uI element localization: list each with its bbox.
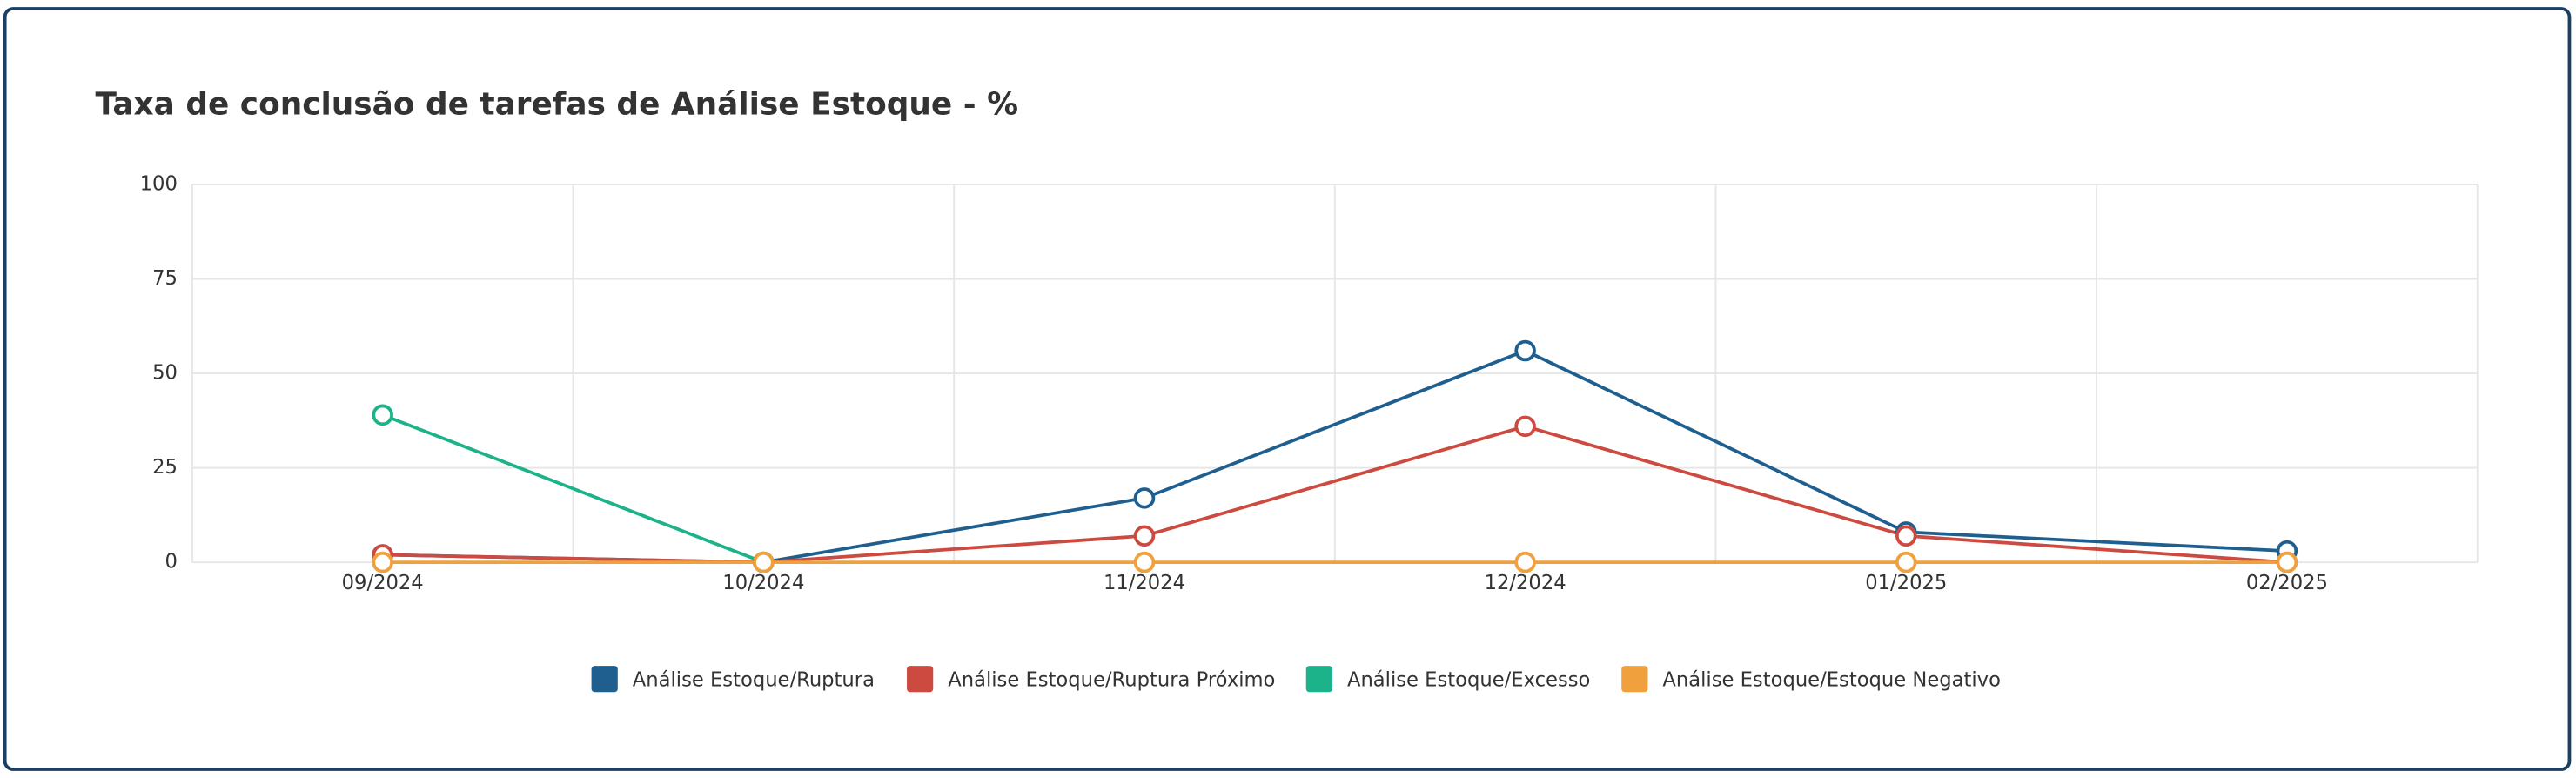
y-tick-label: 25 — [152, 456, 178, 479]
data-point — [372, 551, 393, 573]
legend-swatch — [1621, 666, 1648, 693]
data-point — [1133, 551, 1156, 573]
legend-swatch — [907, 666, 934, 693]
x-tick-label: 11/2024 — [1104, 572, 1185, 594]
y-tick-label: 50 — [152, 362, 178, 385]
legend-swatch — [1305, 666, 1332, 693]
data-point — [1895, 525, 1917, 547]
x-tick-label: 01/2025 — [1865, 572, 1947, 594]
data-point — [1133, 487, 1156, 509]
series-line — [382, 413, 765, 564]
frame — [3, 7, 2572, 771]
data-point — [2276, 551, 2298, 573]
data-point — [1514, 339, 1536, 362]
chart-title: Taxa de conclusão de tarefas de Análise … — [95, 86, 1018, 122]
x-tick-label: 02/2025 — [2246, 572, 2328, 594]
y-tick-label: 100 — [140, 172, 178, 195]
legend-swatch — [591, 666, 618, 693]
legend-label: Análise Estoque/Ruptura Próximo — [948, 669, 1275, 692]
x-tick-label: 12/2024 — [1485, 572, 1566, 594]
data-point — [1514, 551, 1536, 573]
data-point — [1895, 551, 1917, 573]
data-point — [372, 404, 393, 426]
y-tick-label: 75 — [152, 267, 178, 290]
data-point — [1514, 415, 1536, 438]
data-point — [1133, 525, 1156, 547]
legend-label: Análise Estoque/Ruptura — [633, 669, 875, 692]
legend-label: Análise Estoque/Excesso — [1347, 669, 1590, 692]
legend-label: Análise Estoque/Estoque Negativo — [1662, 669, 2001, 692]
x-tick-label: 10/2024 — [722, 572, 804, 594]
x-tick-label: 09/2024 — [342, 572, 424, 594]
data-point — [753, 551, 775, 573]
y-tick-label: 0 — [164, 551, 177, 573]
